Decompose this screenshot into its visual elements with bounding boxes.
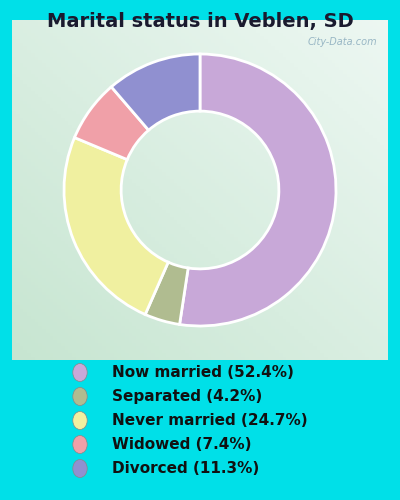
Text: Divorced (11.3%): Divorced (11.3%) xyxy=(112,461,259,476)
Text: Marital status in Veblen, SD: Marital status in Veblen, SD xyxy=(47,12,353,32)
Wedge shape xyxy=(64,138,168,314)
Wedge shape xyxy=(111,54,200,130)
Wedge shape xyxy=(145,262,188,324)
Text: Separated (4.2%): Separated (4.2%) xyxy=(112,389,262,404)
Text: City-Data.com: City-Data.com xyxy=(307,37,377,47)
Text: Never married (24.7%): Never married (24.7%) xyxy=(112,413,308,428)
Text: Widowed (7.4%): Widowed (7.4%) xyxy=(112,437,252,452)
Wedge shape xyxy=(180,54,336,326)
Wedge shape xyxy=(74,87,148,160)
Text: Now married (52.4%): Now married (52.4%) xyxy=(112,365,294,380)
